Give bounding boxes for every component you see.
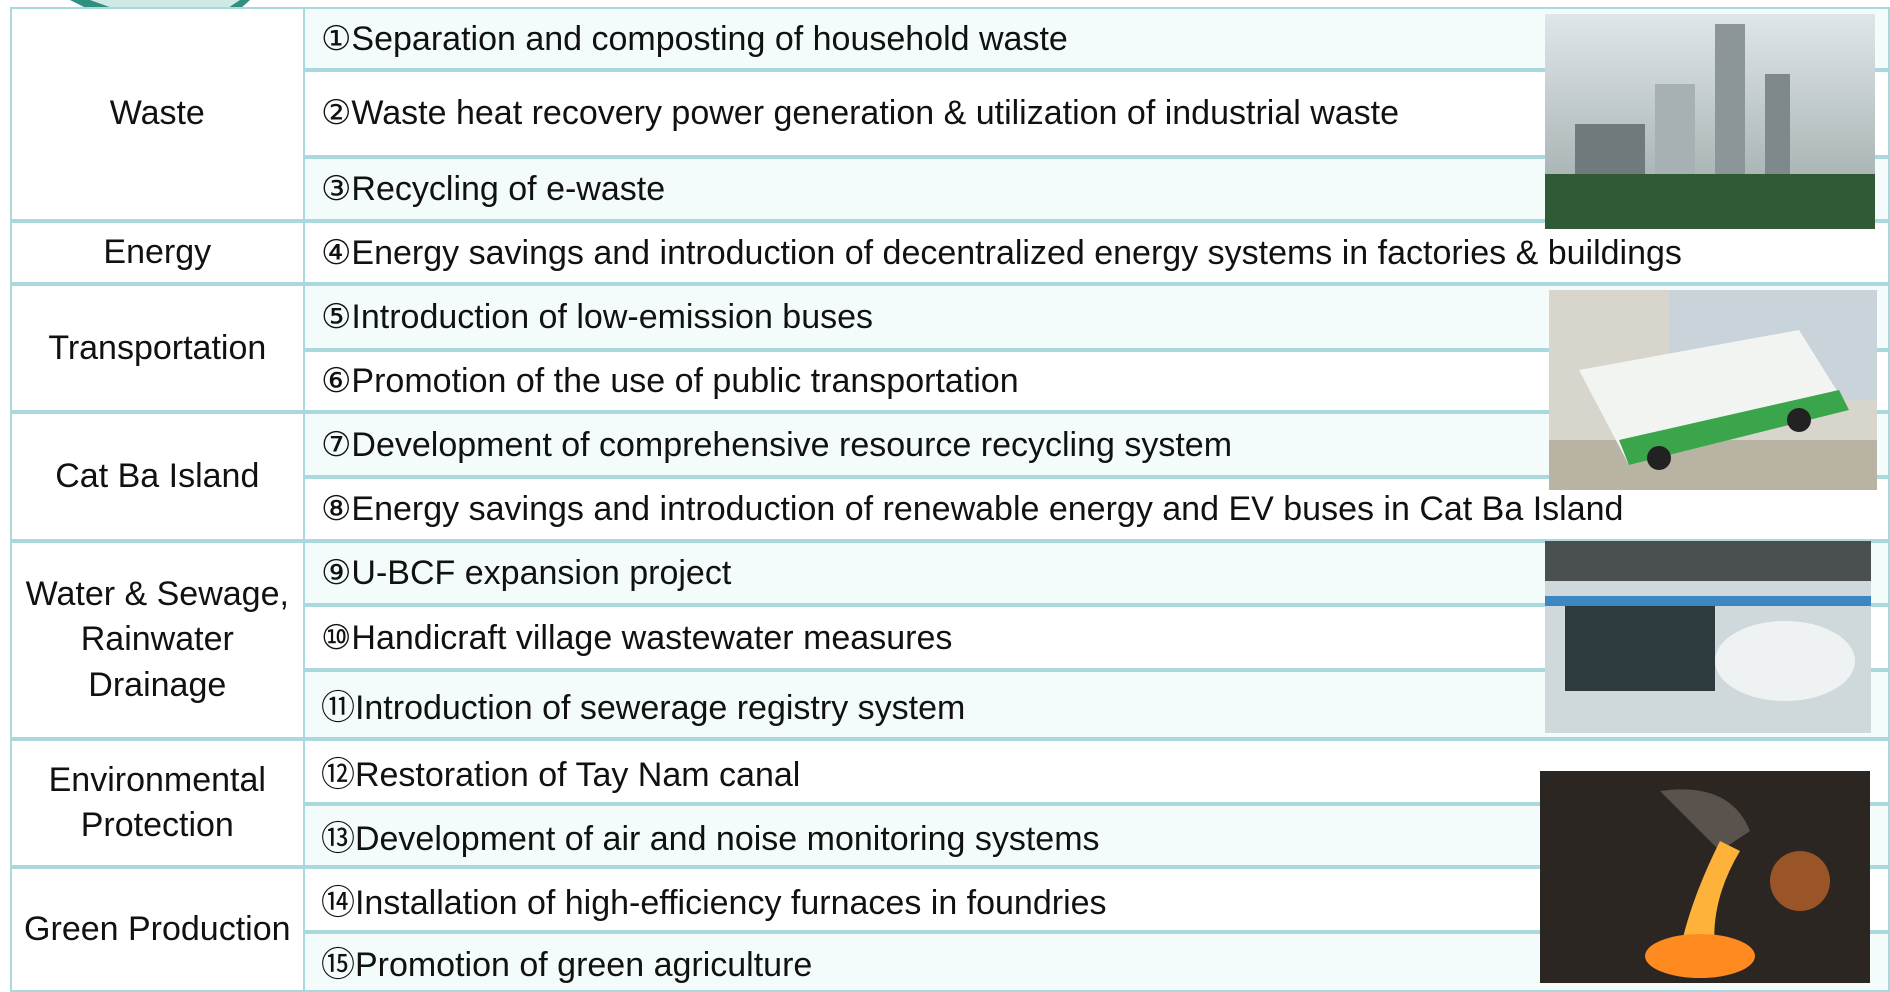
- category: Energy: [9, 220, 305, 285]
- category-text: Waste: [109, 94, 205, 133]
- item-text: ①Separation and composting of household …: [320, 19, 1068, 58]
- category: Water & Sewage, Rainwater Drainage: [9, 541, 305, 739]
- item-text: ④Energy savings and introduction of dece…: [320, 233, 1682, 272]
- item: ⑧Energy savings and introduction of rene…: [302, 477, 1890, 542]
- category: Green Production: [9, 866, 305, 992]
- item-text: ⑩Handicraft village wastewater measures: [320, 618, 953, 657]
- item-text: ⑬Development of air and noise monitoring…: [320, 819, 1100, 858]
- photo-water: [1545, 541, 1871, 733]
- category-text: Environmental Protection: [48, 760, 266, 844]
- category-text: Water & Sewage, Rainwater Drainage: [25, 575, 289, 704]
- item-text: ⑥Promotion of the use of public transpor…: [320, 361, 1019, 400]
- item-text: ②Waste heat recovery power generation & …: [320, 94, 1400, 133]
- item-text: ⑪Introduction of sewerage registry syste…: [320, 689, 966, 728]
- item-text: ⑫Restoration of Tay Nam canal: [320, 755, 801, 794]
- item-text: ⑭Installation of high-efficiency furnace…: [320, 883, 1107, 922]
- item-text: ⑤Introduction of low-emission buses: [320, 297, 874, 336]
- category-text: Transportation: [48, 328, 267, 367]
- item-text: ③Recycling of e-waste: [320, 169, 666, 208]
- category: Transportation: [9, 284, 305, 413]
- category-text: Green Production: [24, 909, 291, 948]
- item-text: ⑨U-BCF expansion project: [320, 554, 732, 593]
- item: ④Energy savings and introduction of dece…: [302, 220, 1890, 285]
- category-text: Cat Ba Island: [55, 457, 260, 496]
- category-text: Energy: [103, 232, 212, 271]
- item-text: ⑧Energy savings and introduction of rene…: [320, 490, 1624, 529]
- photo-bus: [1549, 290, 1877, 490]
- item-text: ⑦Development of comprehensive resource r…: [320, 425, 1233, 464]
- category: Cat Ba Island: [9, 412, 305, 542]
- item-text: ⑮Promotion of green agriculture: [320, 946, 813, 985]
- photo-furnace: [1540, 771, 1870, 983]
- category: Environmental Protection: [9, 738, 305, 867]
- photo-factory: [1545, 14, 1875, 229]
- category: Waste: [9, 7, 305, 221]
